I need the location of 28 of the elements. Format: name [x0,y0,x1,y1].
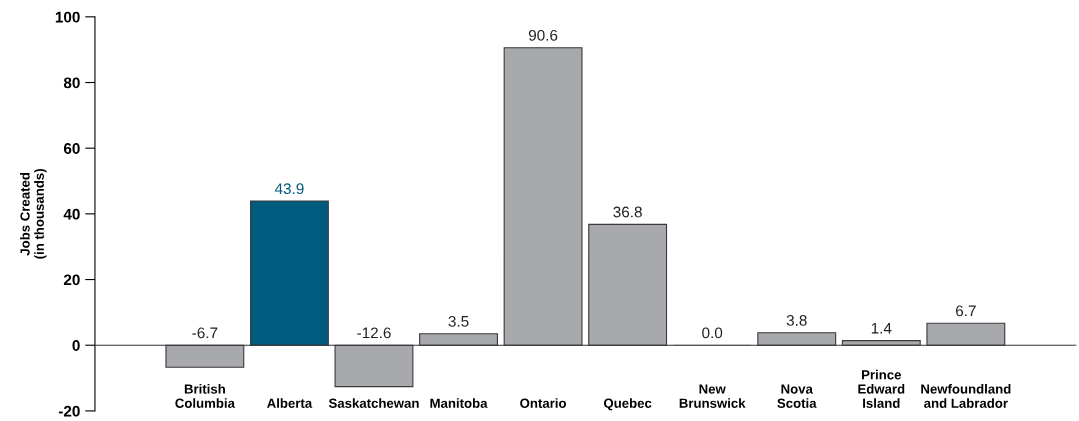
x-tick-label: Prince Edward Island [858,369,905,408]
y-tick-label: -20 [58,405,80,417]
x-tick-label: Nova Scotia [777,384,817,408]
data-label: -6.7 [192,327,218,339]
data-label: 43.9 [274,183,304,195]
y-tick-label: 60 [63,143,80,154]
y-tick-label: 40 [63,208,80,220]
y-tick-label: 80 [63,77,80,89]
data-label: 0.0 [702,327,723,339]
x-tick-label: Quebec [603,398,652,411]
data-label: 6.7 [956,305,976,317]
y-axis-title: Jobs Created (in thousands) [20,169,47,259]
x-tick-label: Saskatchewan [328,398,419,408]
x-tick-label: British Columbia [175,383,236,408]
y-tick-label: 100 [55,11,80,23]
data-label: -12.6 [357,327,391,339]
x-tick-label: Newfoundland and Labrador [921,383,1011,408]
y-tick-label: 0 [72,340,80,351]
data-label: 90.6 [528,29,558,41]
x-tick-label: Ontario [520,398,567,408]
y-tick-label: 20 [63,274,80,286]
x-tick-label: Manitoba [430,398,488,408]
x-tick-label: New Brunswick [679,384,746,408]
data-label: 3.5 [448,315,469,327]
data-label: 1.4 [871,323,892,334]
data-label: 3.8 [786,314,807,326]
data-label: 36.8 [613,206,642,218]
x-tick-label: Alberta [267,398,313,408]
